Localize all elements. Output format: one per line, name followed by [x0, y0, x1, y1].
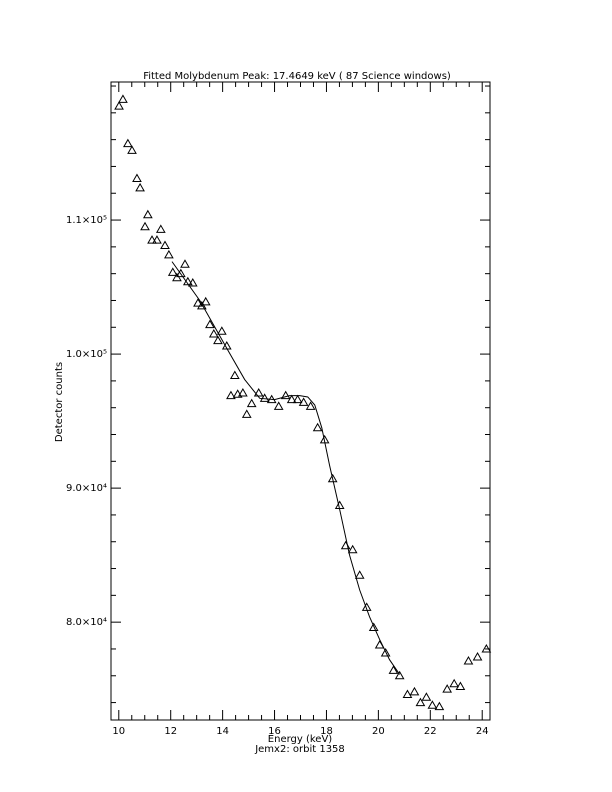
data-point	[327, 473, 338, 483]
data-point	[388, 665, 399, 674]
data-point	[253, 387, 264, 397]
data-point	[273, 401, 284, 410]
data-point	[442, 684, 453, 693]
fit-line	[171, 261, 401, 675]
data-point	[463, 656, 474, 665]
data-point	[140, 221, 150, 231]
y-tick-label: 1.0×10⁵	[66, 349, 107, 360]
x-tick-label: 12	[164, 726, 177, 737]
data-point	[312, 422, 323, 432]
x-axis-label: Energy (keV)	[268, 734, 333, 745]
data-point	[354, 570, 365, 579]
x-tick-label: 24	[476, 726, 489, 737]
data-point	[292, 394, 303, 404]
data-point	[226, 390, 236, 400]
data-point	[175, 268, 186, 278]
data-point	[160, 240, 170, 250]
y-tick-label: 8.0×10⁴	[66, 617, 107, 628]
data-point	[123, 138, 133, 148]
data-point	[132, 173, 142, 183]
data-point	[216, 326, 227, 335]
data-point	[127, 145, 137, 154]
data-point	[368, 622, 379, 632]
x-tick-label: 14	[216, 726, 229, 737]
data-point	[208, 328, 219, 338]
data-point	[434, 701, 445, 711]
data-point	[238, 387, 248, 397]
data-point	[196, 300, 207, 310]
data-point	[143, 209, 153, 219]
x-tick-label: 22	[424, 726, 437, 737]
data-point	[241, 409, 252, 418]
footnote: Jemx2: orbit 1358	[254, 744, 345, 755]
data-point	[259, 393, 270, 402]
data-point	[455, 681, 466, 690]
data-point	[298, 397, 309, 406]
x-tick-label: 18	[320, 726, 333, 737]
data-point	[152, 235, 162, 244]
data-point	[305, 401, 316, 410]
data-point	[380, 647, 391, 657]
y-tick-label: 1.1×10⁵	[66, 215, 107, 226]
data-point	[229, 370, 240, 380]
data-point	[205, 319, 215, 329]
data-point	[187, 278, 198, 287]
x-tick-label: 10	[112, 726, 125, 737]
data-point	[213, 335, 223, 345]
data-point	[193, 298, 203, 307]
data-point	[449, 678, 460, 688]
data-point	[200, 296, 211, 306]
data-point	[246, 398, 257, 408]
data-point	[340, 540, 351, 550]
x-tick-label: 20	[372, 726, 385, 737]
data-point	[167, 267, 178, 276]
data-point	[147, 235, 157, 244]
data-point	[472, 651, 483, 661]
data-point	[402, 689, 413, 699]
data-point	[347, 544, 358, 554]
data-point	[172, 272, 182, 282]
data-point	[155, 224, 166, 233]
chart-title: Fitted Molybdenum Peak: 17.4649 keV ( 87…	[143, 71, 451, 82]
data-point	[286, 394, 297, 404]
data-point	[409, 686, 420, 696]
y-tick-label: 9.0×10⁴	[66, 483, 107, 494]
data-point	[481, 643, 492, 653]
data-point	[164, 249, 174, 259]
data-point	[135, 182, 145, 192]
data-point	[180, 259, 190, 268]
data-point	[421, 692, 432, 701]
data-point	[394, 670, 405, 680]
data-point	[415, 697, 426, 707]
data-point	[427, 700, 438, 709]
data-point	[280, 390, 291, 400]
x-tick-label: 16	[268, 726, 281, 737]
data-point	[118, 94, 128, 103]
data-point	[114, 101, 124, 110]
y-axis-label: Detector counts	[54, 362, 65, 442]
